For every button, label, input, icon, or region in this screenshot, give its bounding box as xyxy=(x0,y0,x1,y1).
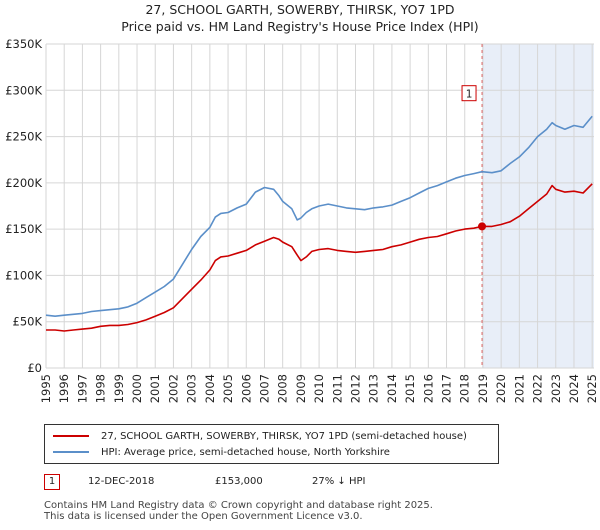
x-tick-label: 2024 xyxy=(567,374,581,403)
series-line-property xyxy=(46,183,593,332)
footer-licence: Contains HM Land Registry data © Crown c… xyxy=(44,500,584,522)
y-tick-label: £0 xyxy=(27,361,42,375)
sale-marker-badge: 1 xyxy=(44,474,60,490)
y-tick-label: £100K xyxy=(5,268,42,282)
chart-legend: 27, SCHOOL GARTH, SOWERBY, THIRSK, YO7 1… xyxy=(44,424,499,464)
sale-hpi-diff: 27% ↓ HPI xyxy=(312,476,366,487)
footer-line1: Contains HM Land Registry data © Crown c… xyxy=(44,500,433,511)
x-tick-label: 2002 xyxy=(166,374,180,403)
annotation-box xyxy=(461,85,477,102)
legend-swatch-hpi xyxy=(53,451,89,453)
x-tick-label: 2012 xyxy=(349,374,363,403)
x-tick-label: 2018 xyxy=(458,374,472,403)
x-tick-label: 2007 xyxy=(257,374,271,403)
x-tick-label: 2001 xyxy=(148,374,162,403)
x-tick-label: 2013 xyxy=(367,374,381,403)
x-tick-label: 2014 xyxy=(385,374,399,403)
x-tick-label: 2023 xyxy=(549,374,563,403)
x-tick-label: 2000 xyxy=(130,374,144,403)
x-tick-label: 2010 xyxy=(312,374,326,403)
y-tick-label: £350K xyxy=(5,37,42,51)
sale-date: 12-DEC-2018 xyxy=(88,476,155,487)
x-tick-label: 1997 xyxy=(75,374,89,403)
x-tick-label: 1996 xyxy=(57,374,71,403)
x-tick-label: 1999 xyxy=(112,374,126,403)
chart-title-line2: Price paid vs. HM Land Registry's House … xyxy=(121,19,479,34)
x-tick-label: 2009 xyxy=(294,374,308,403)
y-tick-label: £150K xyxy=(5,222,42,236)
x-tick-label: 2006 xyxy=(239,374,253,403)
sale-row: 1 12-DEC-2018 £153,000 27% ↓ HPI xyxy=(44,474,564,490)
annotation-label: 1 xyxy=(466,89,473,101)
footer-line2: This data is licensed under the Open Gov… xyxy=(44,511,363,522)
x-tick-label: 1998 xyxy=(94,374,108,403)
y-tick-label: £200K xyxy=(5,176,42,190)
x-tick-label: 2019 xyxy=(476,374,490,403)
legend-item-property: 27, SCHOOL GARTH, SOWERBY, THIRSK, YO7 1… xyxy=(53,429,467,443)
x-tick-label: 1995 xyxy=(39,374,53,403)
price-chart: £0 £50K £100K £150K £200K £250K £300K £350K 1995… xyxy=(5,37,599,403)
x-tick-label: 2005 xyxy=(221,374,235,403)
x-tick-label: 2004 xyxy=(203,374,217,403)
legend-label-hpi: HPI: Average price, semi-detached house,… xyxy=(101,446,390,458)
x-tick-label: 2021 xyxy=(512,374,526,403)
legend-swatch-property xyxy=(53,435,89,437)
sale-point xyxy=(478,222,487,231)
x-tick-label: 2020 xyxy=(494,374,508,403)
x-tick-label: 2016 xyxy=(421,374,435,403)
x-tick-label: 2022 xyxy=(531,374,545,403)
series-line-hpi xyxy=(45,115,593,318)
x-tick-label: 2003 xyxy=(185,374,199,403)
y-tick-label: £50K xyxy=(13,315,43,329)
legend-label-property: 27, SCHOOL GARTH, SOWERBY, THIRSK, YO7 1… xyxy=(101,430,467,442)
y-tick-label: £300K xyxy=(5,83,42,97)
x-tick-label: 2015 xyxy=(403,374,417,403)
x-tick-label: 2017 xyxy=(440,374,454,403)
x-tick-label: 2011 xyxy=(330,374,344,403)
x-tick-label: 2008 xyxy=(276,374,290,403)
y-tick-label: £250K xyxy=(5,130,42,144)
sale-price: £153,000 xyxy=(215,476,263,487)
x-tick-label: 2025 xyxy=(585,374,599,403)
legend-item-hpi: HPI: Average price, semi-detached house,… xyxy=(53,445,390,459)
chart-title-line1: 27, SCHOOL GARTH, SOWERBY, THIRSK, YO7 1… xyxy=(145,2,455,17)
